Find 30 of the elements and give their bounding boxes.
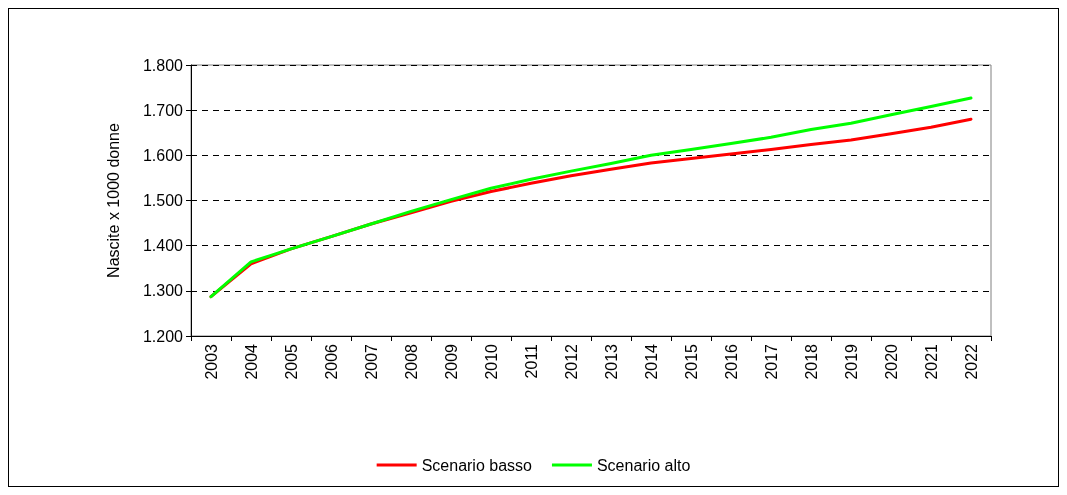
y-tick-label: 1.600 (142, 146, 184, 164)
y-tick-label: 1.800 (142, 56, 184, 74)
legend-label: Scenario basso (421, 456, 533, 474)
legend-label: Scenario alto (596, 456, 691, 474)
x-tick-label: 2020 (882, 343, 900, 380)
x-tick-label: 2022 (962, 343, 980, 380)
y-tick-label: 1.500 (142, 192, 184, 209)
x-tick-label: 2016 (722, 343, 740, 380)
x-tick-label: 2008 (402, 343, 420, 380)
x-tick-label: 2011 (522, 343, 540, 379)
y-axis-title: Nascite x 1000 donne (104, 123, 122, 278)
y-tick-label: 1.400 (142, 237, 184, 255)
x-tick-label: 2012 (562, 343, 580, 380)
x-tick-label: 2003 (202, 343, 220, 380)
x-tick-label: 2009 (442, 343, 460, 380)
y-tick-label: 1.300 (142, 282, 184, 300)
y-tick-label: 1.700 (142, 101, 184, 119)
x-tick-label: 2017 (762, 343, 780, 380)
x-tick-label: 2005 (282, 343, 300, 380)
y-tick-label: 1.200 (142, 327, 184, 345)
x-tick-label: 2021 (922, 343, 940, 380)
x-tick-label: 2007 (362, 343, 380, 380)
x-tick-label: 2019 (842, 343, 860, 380)
x-tick-label: 2006 (322, 343, 340, 380)
x-tick-label: 2014 (642, 343, 660, 380)
x-tick-label: 2004 (242, 343, 260, 380)
x-tick-label: 2018 (802, 343, 820, 380)
x-tick-label: 2013 (602, 343, 620, 380)
x-tick-label: 2010 (482, 343, 500, 380)
x-tick-label: 2015 (682, 343, 700, 380)
